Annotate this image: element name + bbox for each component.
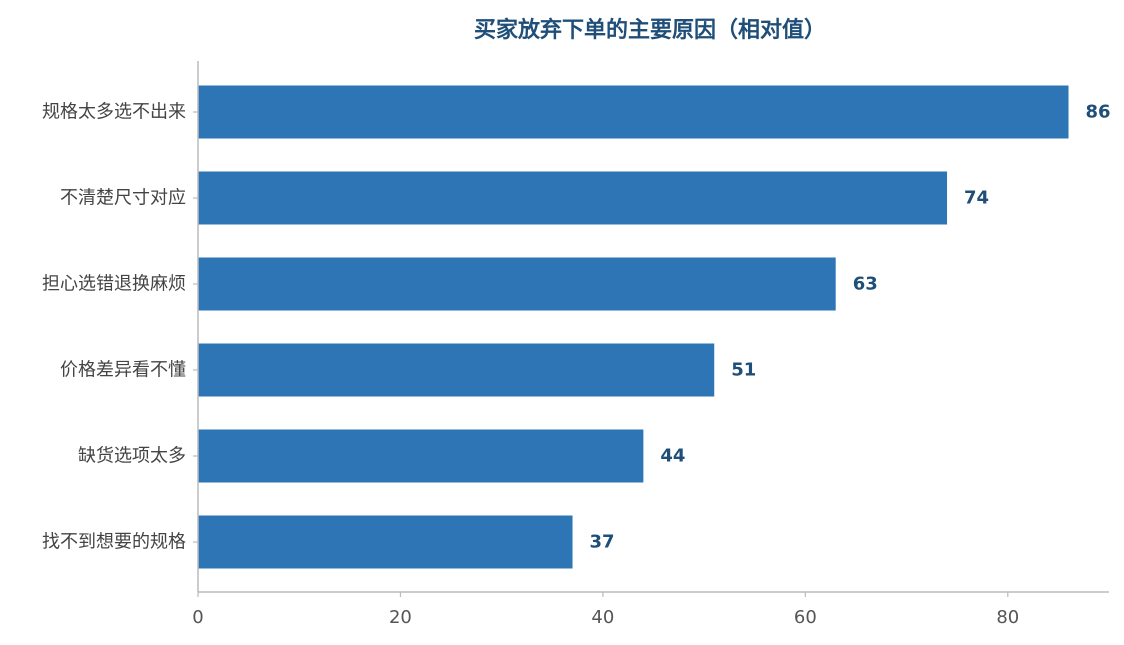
x-tick-label-2: 40 bbox=[591, 607, 614, 628]
category-label-0: 规格太多选不出来 bbox=[42, 102, 186, 123]
value-label-2: 63 bbox=[853, 274, 878, 295]
bar-2 bbox=[198, 257, 836, 311]
category-label-2: 担心选错退换麻烦 bbox=[42, 274, 186, 295]
x-axis-ticks: 0 20 40 60 80 bbox=[192, 592, 1019, 628]
category-label-5: 找不到想要的规格 bbox=[42, 532, 186, 553]
category-label-1: 不清楚尺寸对应 bbox=[60, 188, 186, 209]
value-labels: 86 74 63 51 44 37 bbox=[590, 102, 1111, 553]
bar-5 bbox=[198, 515, 573, 569]
value-label-3: 51 bbox=[731, 360, 756, 381]
x-tick-label-1: 20 bbox=[389, 607, 412, 628]
x-tick-label-4: 80 bbox=[996, 607, 1019, 628]
value-label-5: 37 bbox=[590, 532, 615, 553]
x-tick-label-0: 0 bbox=[192, 607, 203, 628]
chart-title: 买家放弃下单的主要原因（相对值） bbox=[474, 17, 826, 43]
bar-1 bbox=[198, 171, 948, 225]
bars-group bbox=[193, 85, 1069, 569]
value-label-0: 86 bbox=[1086, 102, 1111, 123]
category-label-4: 缺货选项太多 bbox=[78, 446, 186, 467]
bar-0 bbox=[198, 85, 1069, 139]
x-tick-label-3: 60 bbox=[794, 607, 817, 628]
category-labels: 规格太多选不出来不清楚尺寸对应担心选错退换麻烦价格差异看不懂缺货选项太多找不到想… bbox=[42, 102, 186, 553]
value-label-1: 74 bbox=[964, 188, 989, 209]
bar-4 bbox=[198, 429, 644, 483]
value-label-4: 44 bbox=[660, 446, 685, 467]
category-label-3: 价格差异看不懂 bbox=[60, 360, 186, 381]
bar-3 bbox=[198, 343, 715, 397]
